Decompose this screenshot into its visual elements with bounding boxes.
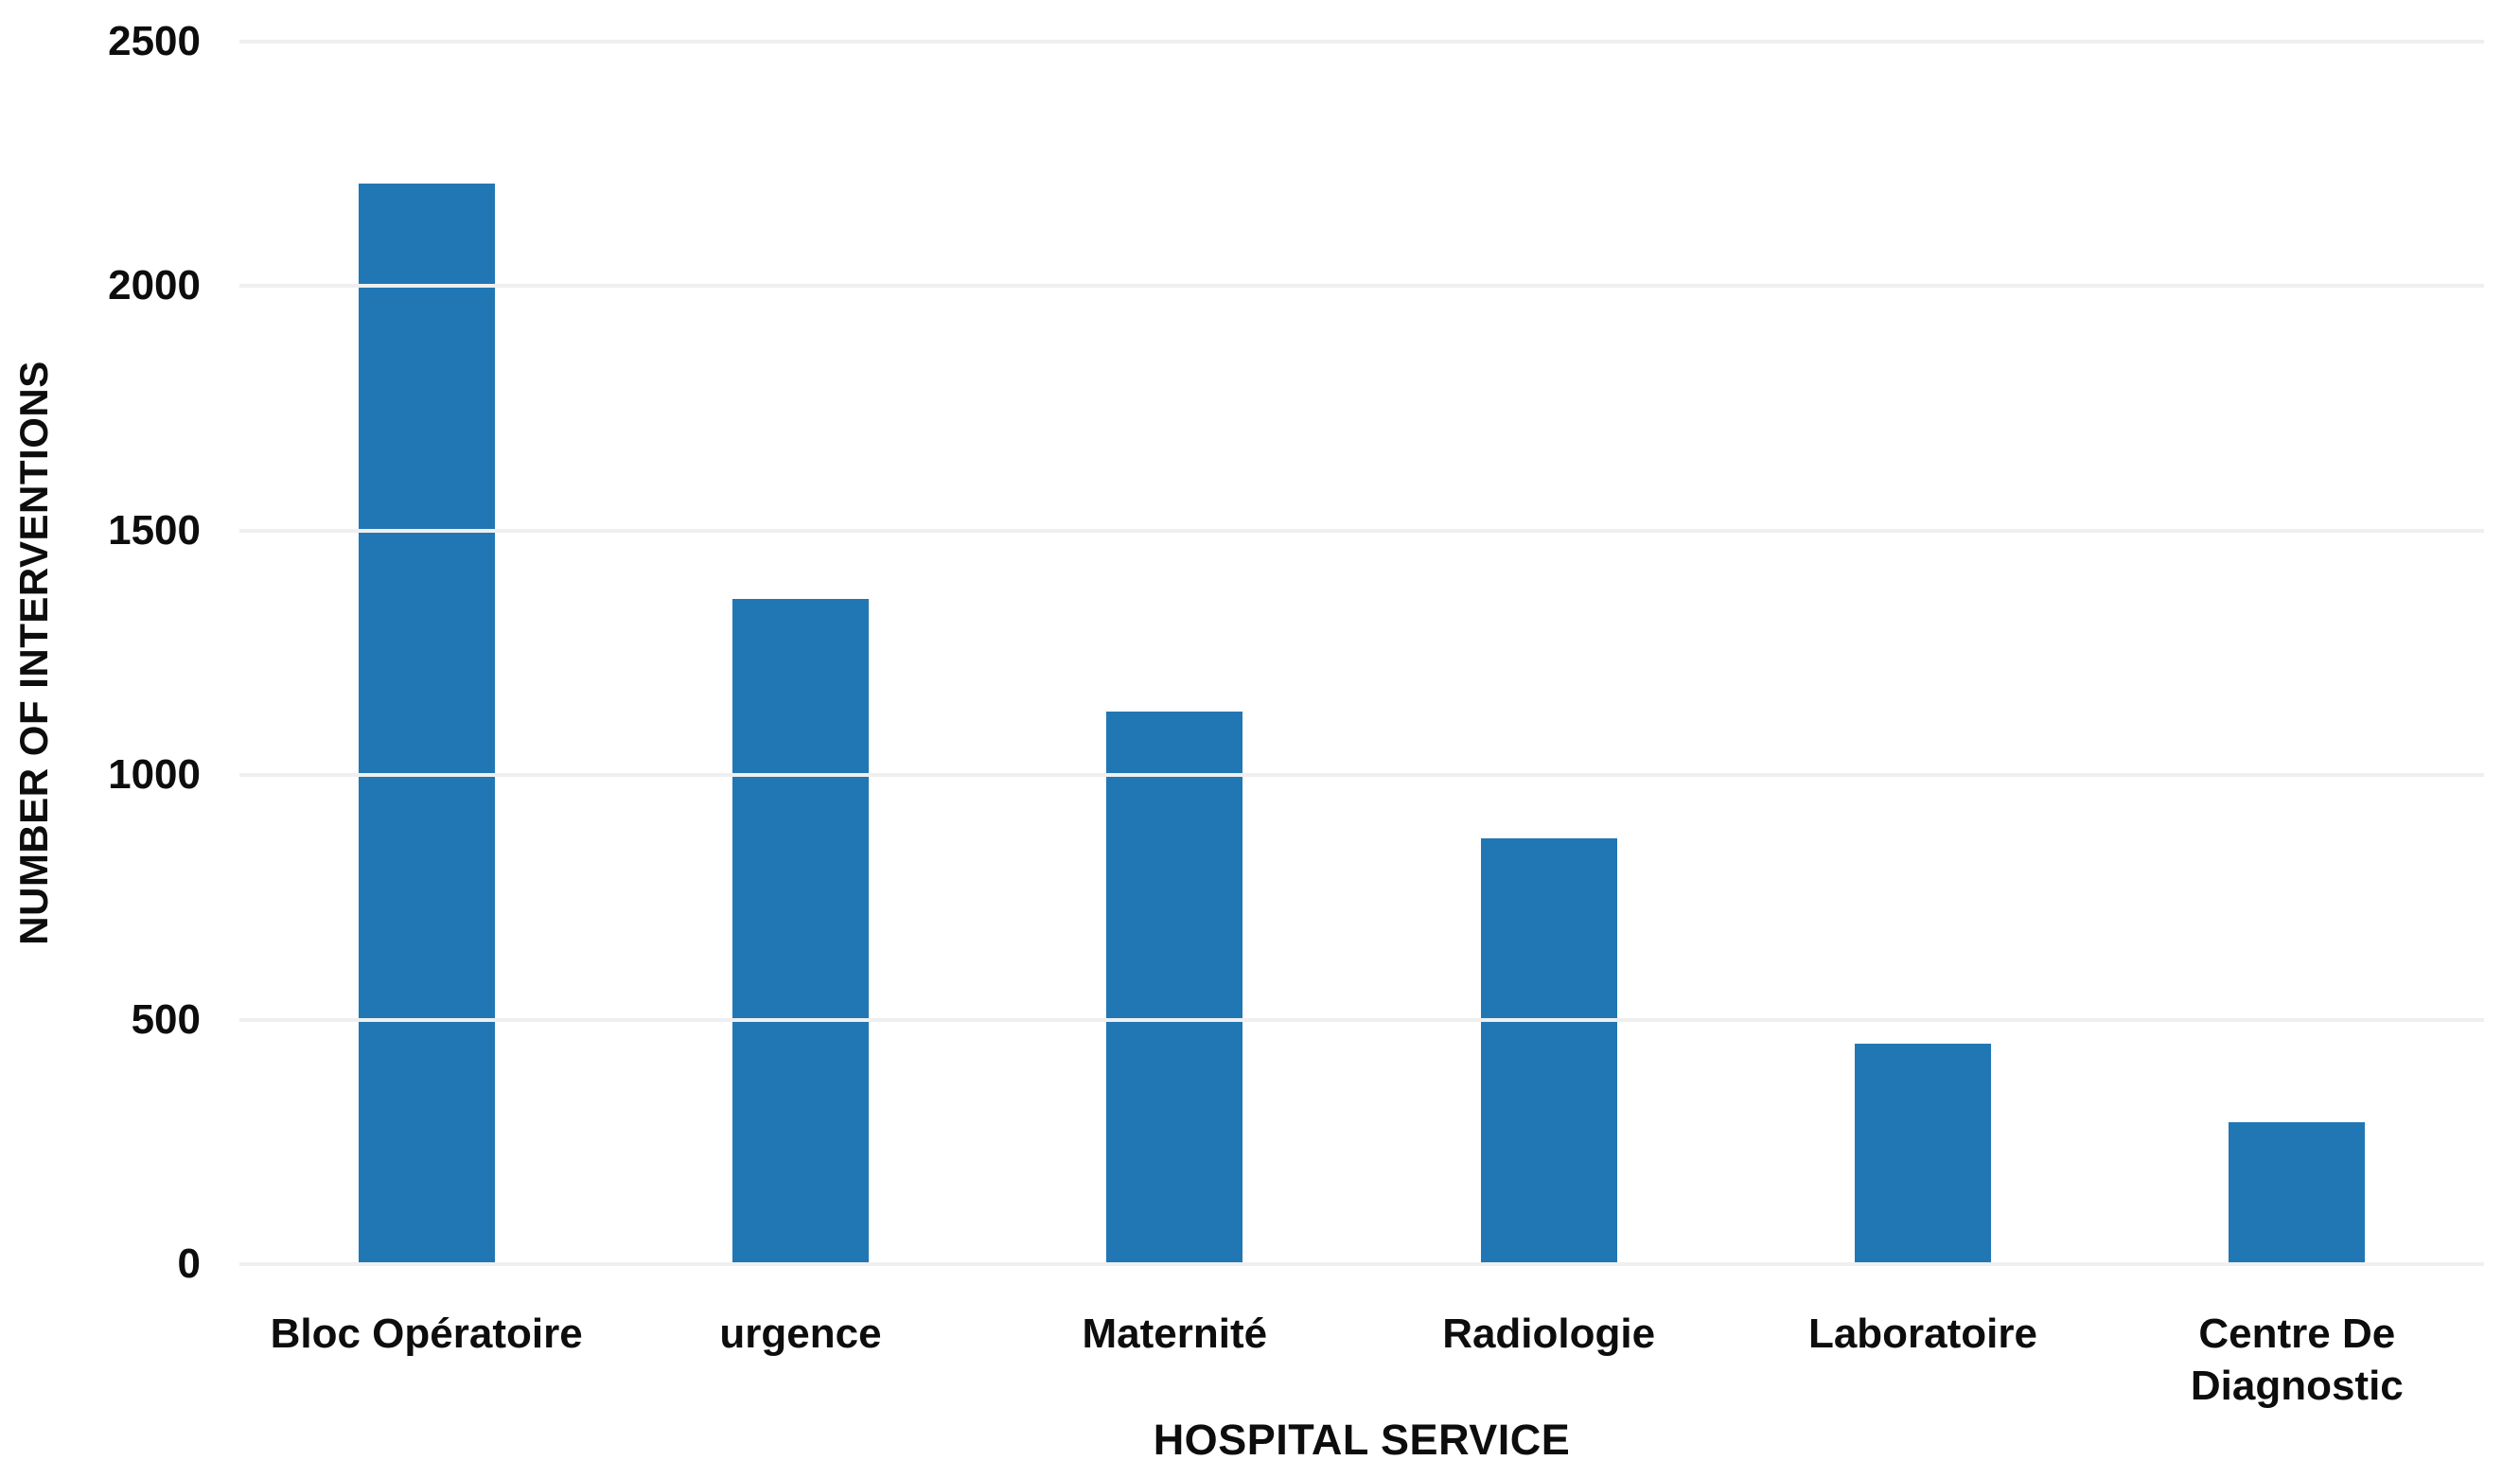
gridline [239,284,2484,289]
gridline [239,1262,2484,1266]
category-label-centre-de-diagnostic: Centre De Diagnostic [2110,1308,2484,1412]
y-tick-label: 0 [177,1240,201,1287]
y-tick-label: 500 [131,995,201,1043]
category-label-text: Laboratoire [1807,1311,2037,1357]
bar-slot [239,42,613,1264]
category-label-text: Radiologie [1442,1311,1656,1357]
gridline [239,1017,2484,1022]
category-label-bloc-operatoire: Bloc Opératoire [239,1308,613,1412]
category-labels-row: Bloc Opératoire urgence Maternité Radiologi… [239,1308,2484,1412]
category-label-laboratoire: Laboratoire [1736,1308,2109,1412]
bar-urgence [731,599,869,1264]
y-tick-label: 1500 [108,506,201,554]
category-label-radiologie: Radiologie [1362,1308,1736,1412]
bar-slot [613,42,987,1264]
bars-row [239,42,2484,1264]
bar-maternite [1106,712,1243,1264]
gridline [239,40,2484,44]
category-label-text: urgence [719,1311,882,1357]
category-label-urgence: urgence [613,1308,987,1412]
bar-bloc-operatoire [358,183,495,1264]
bar-radiologie [1480,838,1617,1264]
y-tick-label: 2000 [108,262,201,309]
gridline [239,528,2484,533]
y-axis-ticks: 0 500 1000 1500 2000 2500 [0,21,201,1285]
bar-slot [2110,42,2484,1264]
bar-centre-de-diagnostic [2229,1122,2366,1264]
gridline [239,773,2484,778]
bar-slot [1736,42,2109,1264]
category-label-text: Centre De Diagnostic [2190,1311,2404,1409]
category-label-text: Maternité [1082,1311,1268,1357]
x-axis-title: HOSPITAL SERVICE [1153,1416,1571,1464]
category-label-maternite: Maternité [988,1308,1362,1412]
category-label-text: Bloc Opératoire [270,1311,583,1357]
bar-laboratoire [1854,1044,1991,1264]
y-tick-label: 2500 [108,18,201,64]
plot-area [239,40,2484,1266]
bar-slot [988,42,1362,1264]
bar-slot [1362,42,1736,1264]
y-tick-label: 1000 [108,751,201,799]
